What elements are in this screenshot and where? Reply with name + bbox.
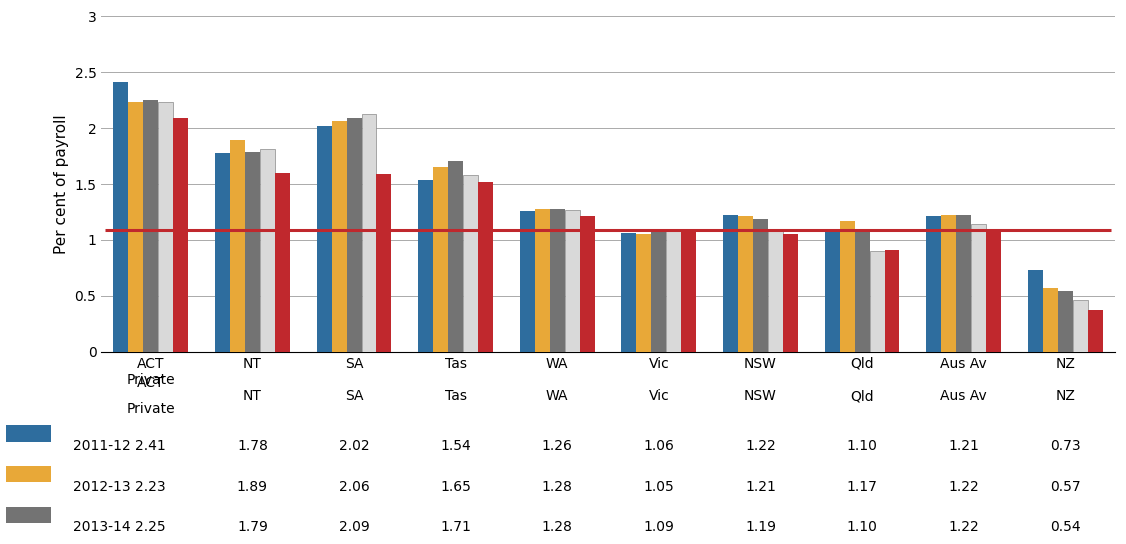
Text: 1.21: 1.21 [745,480,776,493]
Text: NSW: NSW [744,390,777,403]
Text: 1.26: 1.26 [542,439,573,453]
Bar [941,215,956,352]
Text: 2.02: 2.02 [339,439,369,453]
Bar [723,215,738,352]
Bar [753,219,768,352]
Bar [463,175,479,352]
Text: 2013-14: 2013-14 [73,521,131,534]
Text: 1.06: 1.06 [643,439,674,453]
Bar [636,234,651,352]
Bar [434,168,448,352]
Text: NZ: NZ [1055,390,1075,403]
Bar [376,174,392,352]
Bar [173,118,188,352]
Text: 1.22: 1.22 [948,480,978,493]
Text: 1.10: 1.10 [847,439,877,453]
Text: 1.65: 1.65 [440,480,471,493]
Text: 1.28: 1.28 [542,480,573,493]
Bar [1088,311,1102,352]
Text: 2.23: 2.23 [135,480,167,493]
Bar [230,140,245,352]
Text: 2.41: 2.41 [135,439,167,453]
Y-axis label: Per cent of payroll: Per cent of payroll [54,114,69,254]
Text: 2.09: 2.09 [339,521,369,534]
Bar [159,102,173,352]
Bar [768,231,783,352]
Bar [448,160,463,352]
Text: 2012-13: 2012-13 [73,480,131,493]
Text: 2.06: 2.06 [339,480,369,493]
Bar [260,150,275,352]
Text: 1.10: 1.10 [847,521,877,534]
Text: Private: Private [126,403,176,416]
Bar [824,229,840,352]
Bar [535,209,549,352]
Bar [1057,292,1073,352]
Bar [885,250,900,352]
Text: WA: WA [546,390,569,403]
Bar [986,230,1001,352]
Text: 0.73: 0.73 [1049,439,1081,453]
Bar [143,100,159,352]
Text: 1.19: 1.19 [745,521,776,534]
Text: 1.79: 1.79 [236,521,268,534]
Bar [275,173,289,352]
Text: 2.25: 2.25 [135,521,167,534]
Bar [418,180,434,352]
Bar [971,224,986,352]
Bar [215,153,230,352]
Bar [479,182,493,352]
Text: Vic: Vic [649,390,669,403]
Text: Aus Av: Aus Av [940,390,988,403]
Text: 2011-12: 2011-12 [73,439,131,453]
Bar [565,210,580,352]
Text: NT: NT [243,390,262,403]
Text: 1.17: 1.17 [847,480,877,493]
Bar [347,118,361,352]
Text: 1.09: 1.09 [643,521,674,534]
Text: 1.22: 1.22 [948,521,978,534]
Bar [114,82,128,352]
Text: 1.05: 1.05 [643,480,674,493]
Bar [956,215,971,352]
Text: 1.22: 1.22 [745,439,776,453]
Text: Tas: Tas [445,390,466,403]
Bar [855,229,869,352]
Bar [738,217,753,352]
Text: 1.54: 1.54 [440,439,471,453]
Bar [580,217,595,352]
Bar [1043,288,1057,352]
Text: 0.57: 0.57 [1049,480,1081,493]
Bar [869,251,885,352]
Bar [128,102,143,352]
Bar [1028,270,1043,352]
Text: 1.28: 1.28 [542,521,573,534]
Bar [667,231,681,352]
Text: 1.21: 1.21 [948,439,980,453]
Bar [331,121,347,352]
Text: 1.71: 1.71 [440,521,471,534]
Bar [622,233,636,352]
Bar [245,152,260,352]
Text: SA: SA [345,390,364,403]
Bar [840,221,855,352]
Bar [316,126,331,352]
Bar [651,230,667,352]
Bar [361,114,376,352]
Bar [520,211,535,352]
Bar [927,217,941,352]
Bar [783,234,798,352]
Text: 0.54: 0.54 [1049,521,1081,534]
Text: Qld: Qld [850,390,874,403]
Text: ACT: ACT [137,376,164,390]
Text: 1.78: 1.78 [236,439,268,453]
Bar [681,232,696,352]
Bar [1073,300,1088,352]
Bar [549,209,565,352]
Text: 1.89: 1.89 [236,480,268,493]
